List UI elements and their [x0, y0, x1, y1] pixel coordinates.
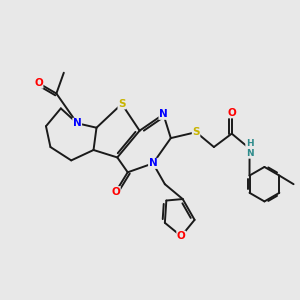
Text: O: O	[177, 231, 186, 241]
Text: S: S	[192, 127, 200, 137]
Text: H
N: H N	[246, 139, 254, 158]
Text: N: N	[148, 158, 157, 168]
Text: N: N	[159, 109, 168, 119]
Text: O: O	[111, 187, 120, 196]
Text: O: O	[227, 108, 236, 118]
Text: O: O	[34, 78, 43, 88]
Text: S: S	[118, 99, 125, 109]
Text: N: N	[73, 118, 82, 128]
